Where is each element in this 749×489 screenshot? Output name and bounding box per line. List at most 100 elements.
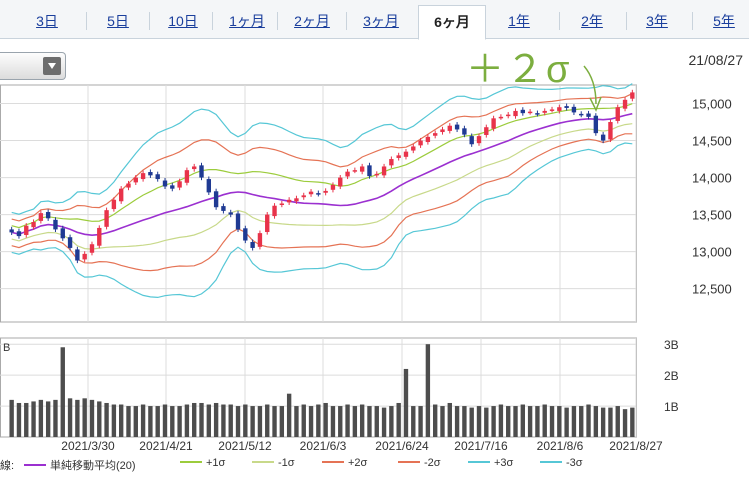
price-tick-label: 12,500 (692, 282, 732, 297)
chevron-down-icon[interactable] (43, 57, 61, 75)
tab-5[interactable]: 3ヶ月 (363, 13, 399, 29)
volume-bar (593, 406, 599, 437)
tab-7[interactable]: 1年 (508, 13, 530, 29)
period-tabs: 3日 5日 10日 1ヶ月 2ヶ月 3ヶ月 6ヶ月 1年 2年 3年 5年 (0, 0, 749, 40)
tab-8[interactable]: 2年 (581, 13, 603, 29)
candle-body (600, 134, 606, 141)
candle-body (316, 193, 321, 195)
volume-bar (213, 402, 219, 437)
volume-bar (345, 404, 350, 437)
volume-bar (126, 406, 131, 437)
chart-date-label: 21/08/27 (688, 52, 744, 68)
candle-body (257, 233, 263, 247)
volume-bar (206, 404, 212, 437)
volume-bar (133, 406, 138, 437)
candle-body (250, 242, 255, 248)
candle-body (571, 106, 577, 113)
volume-bar (381, 407, 387, 437)
tab-4[interactable]: 2ヶ月 (294, 13, 330, 29)
candle-body (381, 166, 387, 176)
candle-body (359, 166, 365, 172)
tab-9[interactable]: 3年 (646, 13, 668, 29)
price-tick-label: 14,500 (692, 134, 732, 149)
candle-body (162, 180, 168, 187)
volume-bar (294, 406, 299, 437)
candle-body (418, 140, 423, 146)
candle-body (454, 124, 460, 130)
legend-label: +3σ (494, 457, 514, 469)
candle-body (53, 219, 58, 230)
candle-body (155, 174, 160, 180)
candle-body (411, 146, 416, 151)
volume-bar (564, 407, 569, 437)
candle-body (82, 253, 87, 260)
candle-body (31, 222, 36, 228)
tab-2[interactable]: 10日 (168, 13, 198, 29)
volume-bar (579, 406, 584, 437)
candle-body (24, 225, 29, 235)
price-tick-label: 13,500 (692, 208, 732, 223)
tab-separator (692, 12, 693, 30)
candle-body (235, 213, 241, 230)
candle-body (447, 125, 452, 131)
candle-body (498, 116, 504, 119)
volume-bar (162, 404, 168, 437)
volume-bar (513, 406, 518, 437)
volume-bar (192, 402, 197, 437)
tab-1[interactable]: 5日 (107, 13, 129, 29)
legend-item: +2σ (322, 457, 367, 469)
volume-bar (301, 404, 306, 437)
candle-body (75, 249, 80, 261)
legend-label: -2σ (424, 457, 441, 469)
candle-body (330, 184, 336, 190)
x-tick-label: 2021/7/16 (454, 439, 508, 453)
candle-body (403, 151, 409, 157)
volume-bar (622, 409, 628, 437)
legend-prefix: 線: (0, 460, 15, 472)
candle-body (622, 99, 628, 109)
volume-bar (330, 406, 336, 437)
chart-type-select[interactable] (0, 52, 66, 80)
candle-body (9, 229, 14, 233)
volume-bar (586, 404, 591, 437)
legend-swatch (398, 461, 420, 464)
volume-bar (447, 402, 452, 437)
volume-tick-label: 2B (664, 369, 679, 383)
tab-0[interactable]: 3日 (36, 13, 58, 29)
volume-bar (425, 344, 431, 437)
volume-bar (600, 407, 606, 437)
tab-10[interactable]: 5年 (713, 13, 735, 29)
volume-bar (75, 399, 80, 437)
tab-6[interactable]: 6ヶ月 (418, 5, 486, 40)
candle-body (301, 195, 306, 198)
x-tick-label: 2021/5/12 (218, 439, 272, 453)
volume-bar (228, 404, 233, 437)
tab-3[interactable]: 1ヶ月 (229, 13, 265, 29)
candle-body (126, 183, 131, 188)
volume-bar (45, 401, 51, 437)
volume-bar (484, 407, 489, 437)
plus-3sigma-line (11, 83, 633, 215)
candle-body (593, 115, 599, 134)
x-tick-label: 2021/3/30 (61, 439, 115, 453)
candle-body (89, 244, 95, 253)
legend-item: -2σ (398, 457, 441, 469)
volume-bar (97, 401, 102, 437)
volume-bar (38, 399, 44, 437)
candle-body (615, 107, 620, 121)
candle-body (425, 136, 431, 143)
volume-bar (31, 401, 36, 437)
volume-unit-label: B (3, 342, 10, 354)
volume-bar (615, 406, 620, 437)
volume-bar (411, 406, 416, 437)
candle-body (286, 199, 292, 203)
legend-swatch (540, 461, 562, 464)
annotation-arrow (583, 65, 597, 105)
volume-bar (571, 406, 577, 437)
candle-body (564, 106, 569, 108)
tab-separator (626, 12, 627, 30)
x-tick-label: 2021/8/27 (609, 439, 663, 453)
volume-bar (177, 406, 182, 437)
volume-bar (250, 406, 255, 437)
